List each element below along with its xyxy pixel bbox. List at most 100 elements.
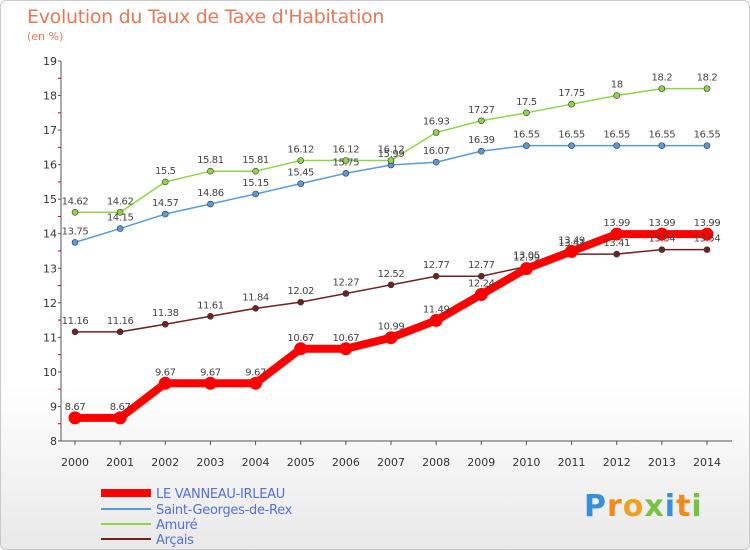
data-point	[613, 250, 621, 258]
data-point	[523, 109, 530, 117]
data-label: 9.67	[200, 367, 221, 378]
data-point	[342, 157, 350, 164]
logo-letter: t	[676, 489, 692, 524]
data-point	[158, 376, 172, 390]
data-label: 8.67	[65, 402, 86, 413]
data-label: 17.75	[558, 88, 585, 99]
x-tick-label: 2000	[61, 456, 89, 469]
data-point	[203, 376, 217, 390]
data-point	[207, 312, 214, 320]
data-point	[249, 376, 263, 390]
data-point	[432, 129, 440, 136]
legend-label: Saint-Georges-de-Rex	[156, 503, 293, 518]
data-point	[116, 209, 124, 216]
legend-label: Amuré	[156, 518, 198, 533]
data-label: 15.81	[242, 155, 269, 166]
data-label: 8.67	[110, 402, 131, 413]
y-tick-label: 11	[43, 331, 57, 344]
data-label: 12.52	[378, 269, 405, 280]
logo-letter: i	[664, 489, 677, 524]
data-point	[568, 100, 575, 108]
data-label: 10.99	[378, 322, 405, 333]
data-label: 10.67	[287, 333, 314, 344]
data-point	[116, 328, 124, 336]
data-label: 14.62	[62, 196, 89, 207]
x-tick-label: 2003	[196, 456, 224, 469]
data-point	[655, 227, 669, 241]
y-tick-label: 14	[43, 228, 57, 241]
data-label: 18.2	[652, 73, 673, 84]
data-label: 16.12	[378, 144, 405, 155]
x-tick-label: 2004	[242, 456, 270, 469]
data-label: 16.55	[558, 130, 585, 141]
data-label: 14.62	[107, 196, 134, 207]
data-label: 16.55	[603, 130, 630, 141]
data-point	[297, 298, 305, 306]
x-tick-label: 2007	[377, 456, 405, 469]
x-tick-label: 2005	[287, 456, 315, 469]
logo-letter: P	[584, 489, 607, 524]
data-point	[613, 142, 621, 149]
data-label: 13.99	[603, 218, 630, 229]
data-label: 13.49	[558, 235, 585, 246]
data-point	[384, 331, 398, 345]
data-label: 14.57	[152, 198, 179, 209]
data-point	[523, 142, 530, 149]
y-tick-label: 17	[43, 124, 57, 137]
data-point	[68, 411, 82, 425]
data-label: 11.61	[197, 300, 224, 311]
data-label: 12.99	[513, 253, 540, 264]
data-point	[252, 190, 259, 198]
data-point	[342, 290, 350, 297]
logo-letter: x	[644, 489, 665, 524]
data-label: 13.54	[694, 234, 721, 245]
data-point	[432, 158, 440, 166]
legend-label: LE VANNEAU-IRLEAU	[156, 487, 285, 502]
data-point	[474, 288, 488, 302]
data-point	[252, 167, 259, 175]
data-label: 13.75	[62, 226, 89, 237]
data-label: 11.49	[423, 304, 450, 315]
x-tick-label: 2012	[603, 456, 631, 469]
data-label: 15.15	[242, 178, 269, 189]
x-tick-label: 2014	[693, 456, 721, 469]
data-point	[161, 320, 169, 328]
data-point	[703, 85, 711, 92]
data-label: 10.67	[333, 333, 360, 344]
data-point	[432, 272, 440, 280]
data-point	[252, 305, 259, 312]
data-label: 17.5	[516, 97, 537, 108]
logo-letter: i	[691, 489, 703, 524]
data-label: 15.99	[378, 149, 405, 160]
y-tick-label: 10	[43, 366, 57, 379]
x-tick-label: 2008	[422, 456, 450, 469]
data-label: 15.81	[197, 155, 224, 166]
data-point	[613, 92, 621, 99]
data-label: 12.02	[287, 286, 314, 297]
data-point	[161, 178, 169, 186]
data-point	[71, 239, 79, 246]
legend-label: Arçais	[156, 533, 194, 548]
data-label: 12.77	[468, 260, 495, 271]
data-point	[294, 342, 308, 356]
data-label: 14.86	[197, 188, 224, 199]
data-label: 13.41	[603, 238, 630, 249]
data-label: 13.54	[649, 234, 676, 245]
x-tick-label: 2002	[151, 456, 179, 469]
data-point	[161, 210, 169, 218]
data-point	[207, 167, 214, 175]
data-point	[658, 246, 666, 253]
x-tick-label: 2006	[332, 456, 360, 469]
data-point	[703, 246, 711, 253]
data-label: 16.55	[513, 130, 540, 141]
data-point	[477, 117, 485, 125]
x-tick-label: 2001	[106, 456, 134, 469]
data-point	[387, 157, 395, 164]
x-tick-label: 2009	[467, 456, 495, 469]
y-tick-label: 13	[43, 262, 57, 275]
data-label: 16.55	[649, 130, 676, 141]
x-tick-label: 2011	[558, 456, 586, 469]
data-point	[703, 142, 711, 149]
